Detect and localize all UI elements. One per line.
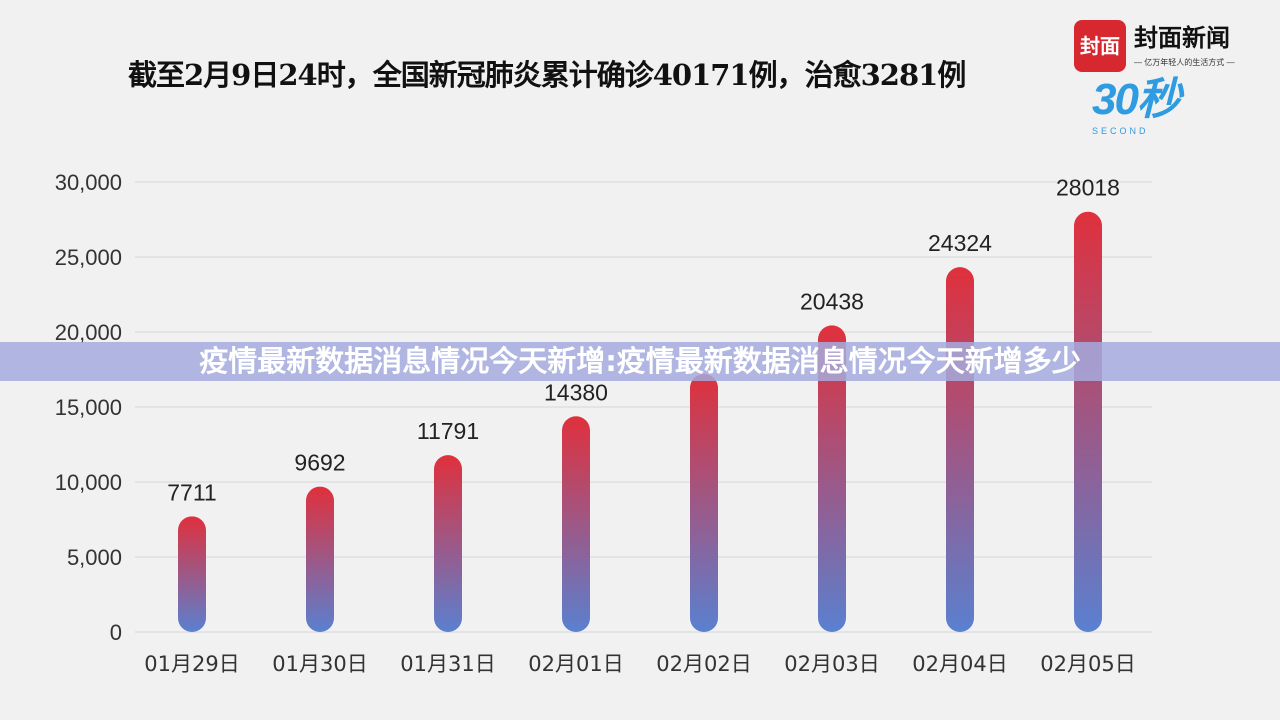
x-tick-label: 01月31日: [400, 652, 495, 676]
x-tick-label: 02月02日: [656, 652, 751, 676]
x-tick-label: 02月04日: [912, 652, 1007, 676]
data-label: 9692: [294, 450, 345, 476]
bar: [690, 373, 718, 632]
data-label: 20438: [800, 288, 864, 314]
data-label: 7711: [167, 479, 216, 505]
chart-title: 截至2月9日24时，全国新冠肺炎累计确诊40171例，治愈3281例: [128, 58, 966, 92]
y-tick-label: 5,000: [67, 545, 122, 570]
x-tick-label: 02月03日: [784, 652, 879, 676]
logo-badge-sub: SECOND: [1092, 126, 1149, 136]
bar: [562, 416, 590, 632]
x-tick-label: 01月29日: [144, 652, 239, 676]
y-tick-label: 15,000: [55, 395, 122, 420]
data-label: 24324: [928, 230, 992, 256]
bar: [818, 325, 846, 632]
logo-mark: 封面: [1074, 20, 1126, 72]
x-tick-label: 02月01日: [528, 652, 623, 676]
y-tick-label: 0: [110, 620, 122, 645]
y-tick-label: 20,000: [55, 320, 122, 345]
x-tick-label: 02月05日: [1040, 652, 1135, 676]
x-tick-label: 01月30日: [272, 652, 367, 676]
y-tick-label: 25,000: [55, 245, 122, 270]
logo-badge: 30秒: [1092, 75, 1181, 124]
data-label: 28018: [1056, 175, 1120, 201]
bar: [434, 455, 462, 632]
logo-name: 封面新闻: [1134, 23, 1230, 52]
data-label: 14380: [544, 379, 608, 405]
y-tick-label: 10,000: [55, 470, 122, 495]
logo-slogan: — 亿万年轻人的生活方式 —: [1134, 58, 1235, 67]
bar: [946, 267, 974, 632]
data-label: 11791: [417, 418, 479, 444]
bar: [178, 516, 206, 632]
bar: [306, 486, 334, 632]
overlay-banner: 疫情最新数据消息情况今天新增:疫情最新数据消息情况今天新增多少: [0, 342, 1280, 381]
y-tick-label: 30,000: [55, 170, 122, 195]
bar: [1074, 211, 1102, 633]
logo: 封面 封面新闻 — 亿万年轻人的生活方式 — 30秒 SECOND: [1074, 20, 1244, 140]
